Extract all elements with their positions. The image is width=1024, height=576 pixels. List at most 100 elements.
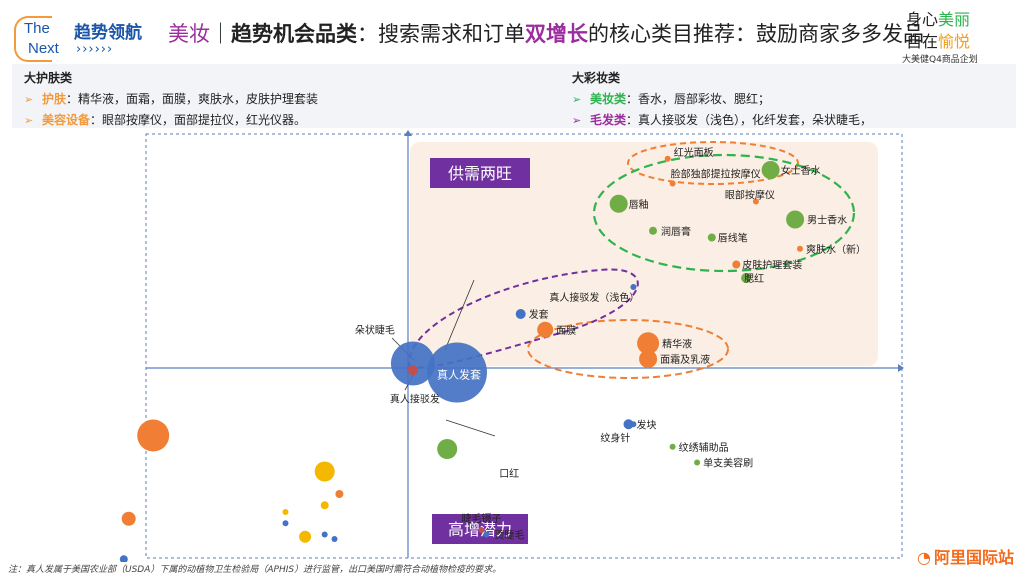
data-point [478, 527, 485, 533]
data-label: 红光面板 [674, 146, 714, 159]
data-label: 爽肤水（新） [806, 243, 866, 256]
data-point [664, 155, 671, 162]
brand-line2: 自在愉悦 [906, 28, 970, 52]
logo-title: 趋势领航 [74, 23, 142, 43]
bubble-chart: 供需两旺 高增潜力 红光面板女士香水脸部独部提拉按摩仪唇釉眼部按摩仪男士香水润唇… [0, 128, 1024, 576]
data-point [119, 555, 128, 564]
data-point [669, 180, 676, 187]
data-label: 睫毛镊子 [462, 513, 502, 525]
bubble-chart-svg: 供需两旺 高增潜力 红光面板女士香水脸部独部提拉按摩仪唇釉眼部按摩仪男士香水润唇… [119, 130, 904, 576]
data-label: 脸部独部提拉按摩仪 [671, 168, 761, 181]
data-point [515, 309, 526, 319]
title-separator: ｜ [210, 22, 231, 46]
logo-the: The [24, 20, 50, 37]
data-point [137, 419, 170, 452]
data-point [637, 332, 660, 355]
data-point [630, 284, 637, 290]
data-point [639, 350, 658, 368]
data-label: 腮红 [744, 272, 764, 285]
title-end: 的核心类目推荐：鼓励商家多多发品 [588, 22, 924, 46]
data-point [537, 321, 554, 338]
data-point [623, 419, 634, 430]
data-point [732, 260, 741, 269]
data-label: 润唇膏 [661, 225, 691, 238]
brand-line2-a: 自在 [906, 32, 939, 51]
quadrant-label-bg [430, 158, 530, 188]
cluster-ellipse-device [627, 141, 799, 185]
data-point [669, 443, 676, 450]
data-point [741, 273, 752, 283]
data-label: 精华液 [662, 337, 692, 350]
alibaba-logo-text: 阿里国际站 [933, 548, 1014, 567]
arrow-icon: ➢ [572, 93, 582, 106]
data-point [427, 342, 487, 403]
info-text: ：真人接驳发（浅色），化纤发套，朵状睫毛， [626, 113, 873, 127]
info-right-row: ➢ 美妆类：香水，唇部彩妆、腮红； [572, 89, 872, 110]
data-label: 面霜及乳液 [660, 353, 710, 366]
data-point [694, 459, 701, 466]
info-key: 毛发类 [590, 113, 627, 127]
info-key: 美妆类 [590, 92, 627, 106]
cluster-ellipse-hair [408, 268, 639, 370]
data-point [786, 210, 805, 229]
brand-line1-a: 身心 [906, 10, 939, 29]
plot-frame [145, 133, 903, 559]
data-label: 女士香水 [781, 164, 821, 177]
cluster-ellipse-skincare [527, 319, 729, 379]
data-label: 眼部按摩仪 [725, 189, 775, 202]
data-point [282, 509, 289, 515]
y-axis-arrow-icon [404, 130, 412, 136]
data-point [282, 520, 289, 527]
data-label: 单支美容刷 [703, 457, 753, 470]
data-label: 口红 [499, 467, 519, 480]
brand-line1-b: 美丽 [938, 10, 971, 29]
data-point [649, 226, 657, 235]
info-text: ：香水，唇部彩妆、腮红； [626, 92, 771, 106]
data-label: 真人接驳发 [390, 392, 440, 405]
data-label: 朵状睫毛 [355, 324, 395, 337]
info-key: 护肤 [42, 92, 67, 106]
data-point [314, 461, 335, 482]
x-axis-arrow-icon [898, 364, 904, 372]
alibaba-logo: ◔ 阿里国际站 [917, 544, 1014, 568]
arrow-icon: ➢ [24, 93, 34, 106]
info-key: 美容设备 [42, 113, 91, 127]
data-point [390, 341, 435, 386]
data-point [335, 490, 344, 498]
title-bold: 趋势机会品类 [231, 22, 357, 46]
logo-bracket [14, 16, 52, 62]
logo-arrows: ›››››› [76, 42, 114, 57]
callout-line [445, 419, 496, 437]
data-label: 唇线笔 [718, 232, 748, 245]
data-label: 面膜 [556, 325, 576, 337]
data-label: 真人接驳发（浅色） [549, 291, 639, 304]
footnote: 注：真人发属于美国农业部（USDA）下属的动植物卫生检验局（APHIS）进行监管… [8, 565, 502, 575]
info-left-row: ➢ 美容设备：眼部按摩仪，面部提拉仪，红光仪器。 [24, 110, 318, 131]
data-point [609, 194, 628, 213]
info-right: 大彩妆类 ➢ 美妆类：香水，唇部彩妆、腮红； ➢ 毛发类：真人接驳发（浅色），化纤发… [572, 68, 872, 131]
data-label: 唇釉 [629, 198, 649, 211]
page-title: 美妆｜趋势机会品类：搜索需求和订单双增长的核心类目推荐：鼓励商家多多发品 [168, 18, 924, 48]
data-label: 纹绣辅助品 [679, 441, 729, 454]
info-left-heading: 大护肤类 [24, 71, 73, 85]
data-point [707, 233, 716, 242]
arrow-icon: ➢ [572, 114, 582, 127]
info-left: 大护肤类 ➢ 护肤：精华液，面霜，面膜，爽肤水，皮肤护理套装 ➢ 美容设备：眼部按摩… [24, 68, 318, 131]
data-label: 真人发套 [437, 368, 481, 382]
data-label: 烫睫毛 [494, 530, 524, 542]
arrow-icon: ➢ [24, 114, 34, 127]
info-text: ：精华液，面霜，面膜，爽肤水，皮肤护理套装 [66, 92, 319, 106]
data-point [437, 439, 458, 459]
title-mid: ：搜索需求和订单 [357, 22, 525, 46]
quadrant-highlight-bg [410, 142, 878, 366]
data-point [761, 161, 780, 179]
data-label: 皮肤护理套装 [742, 259, 802, 272]
data-label: 发块 [637, 418, 657, 431]
brand-line1: 身心美丽 [906, 6, 970, 30]
title-highlight: 双增长 [525, 22, 588, 46]
the-next-logo: The Next 趋势领航 ›››››› [6, 6, 156, 62]
header: The Next 趋势领航 ›››››› 美妆｜趋势机会品类：搜索需求和订单双增… [0, 0, 1024, 65]
logo-next: Next [28, 40, 59, 57]
info-text: ：眼部按摩仪，面部提拉仪，红光仪器。 [90, 113, 307, 127]
